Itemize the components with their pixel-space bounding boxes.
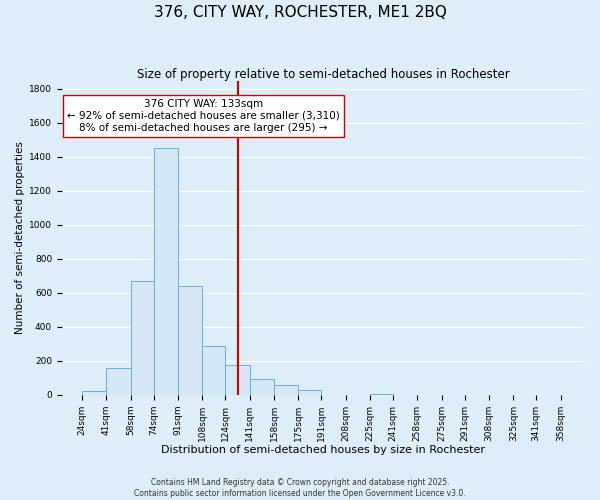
Bar (82, 392, 106, 394)
Bar (298, 390, 321, 394)
X-axis label: Distribution of semi-detached houses by size in Rochester: Distribution of semi-detached houses by … (161, 445, 485, 455)
Bar (274, 386, 298, 394)
Title: Size of property relative to semi-detached houses in Rochester: Size of property relative to semi-detach… (137, 68, 510, 80)
Bar (131, 281, 154, 394)
Bar (225, 365, 250, 394)
Y-axis label: Number of semi-detached properties: Number of semi-detached properties (15, 141, 25, 334)
Text: Contains HM Land Registry data © Crown copyright and database right 2025.
Contai: Contains HM Land Registry data © Crown c… (134, 478, 466, 498)
Bar (202, 346, 225, 395)
Text: 376, CITY WAY, ROCHESTER, ME1 2BQ: 376, CITY WAY, ROCHESTER, ME1 2BQ (154, 5, 446, 20)
Bar (250, 380, 274, 394)
Text: 376 CITY WAY: 133sqm
← 92% of semi-detached houses are smaller (3,310)
8% of sem: 376 CITY WAY: 133sqm ← 92% of semi-detac… (67, 100, 340, 132)
Bar (178, 286, 202, 395)
Bar (106, 368, 131, 394)
Bar (154, 148, 178, 394)
